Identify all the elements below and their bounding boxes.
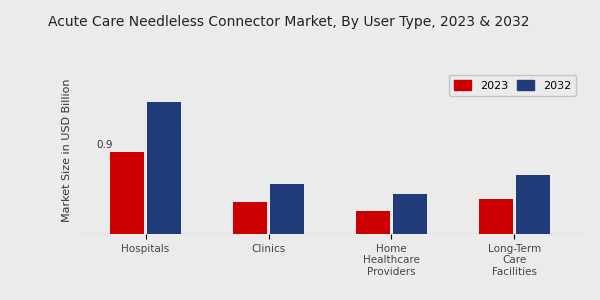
Bar xyxy=(479,200,513,234)
Bar xyxy=(110,152,145,234)
Y-axis label: Market Size in USD Billion: Market Size in USD Billion xyxy=(62,78,73,222)
Text: 0.9: 0.9 xyxy=(97,140,113,151)
Bar xyxy=(147,102,181,234)
Legend: 2023, 2032: 2023, 2032 xyxy=(449,75,577,97)
Bar xyxy=(233,202,268,234)
Bar xyxy=(515,175,550,234)
Bar xyxy=(356,211,390,234)
Bar xyxy=(270,184,304,234)
Text: Acute Care Needleless Connector Market, By User Type, 2023 & 2032: Acute Care Needleless Connector Market, … xyxy=(48,15,530,29)
Bar xyxy=(392,194,427,234)
